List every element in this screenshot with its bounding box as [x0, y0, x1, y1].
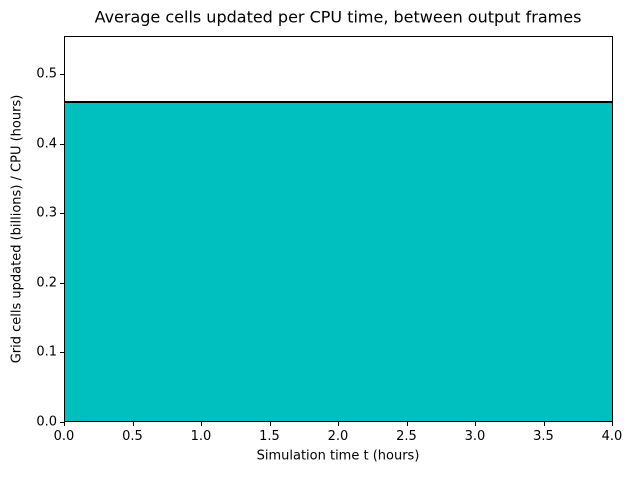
x-tick-mark [543, 422, 545, 426]
y-tick-mark [60, 74, 64, 76]
x-tick-label: 3.0 [464, 429, 486, 444]
x-tick-mark [612, 422, 613, 426]
x-tick-mark [269, 422, 271, 426]
y-tick-label: 0.1 [36, 344, 57, 360]
x-tick-label: 0.0 [53, 429, 75, 444]
y-tick-mark [60, 352, 64, 354]
y-tick-label: 0.0 [36, 414, 57, 430]
x-tick-label: 3.5 [533, 429, 554, 444]
x-tick-mark [338, 422, 339, 426]
x-tick-label: 2.5 [396, 429, 417, 444]
x-tick-label: 0.5 [122, 429, 143, 444]
x-tick-label: 1.5 [259, 429, 280, 444]
area-fill-series [65, 101, 612, 421]
y-axis-label: Grid cells updated (billions) / CPU (hou… [9, 94, 25, 364]
y-tick-label: 0.5 [36, 66, 57, 82]
x-tick-mark [201, 422, 202, 426]
plot-area [64, 36, 613, 422]
y-tick-label: 0.4 [36, 136, 57, 152]
y-tick-label: 0.3 [36, 205, 57, 221]
x-tick-label: 1.0 [190, 429, 212, 444]
x-tick-mark [64, 422, 65, 426]
y-tick-mark [60, 143, 64, 145]
x-tick-mark [406, 422, 408, 426]
x-axis-label: Simulation time t (hours) [256, 448, 420, 464]
y-tick-mark [60, 213, 64, 215]
y-tick-mark [60, 422, 64, 423]
x-tick-mark [132, 422, 134, 426]
y-tick-label: 0.2 [36, 275, 57, 291]
x-tick-label: 4.0 [601, 429, 623, 444]
chart-title: Average cells updated per CPU time, betw… [94, 7, 582, 27]
y-tick-mark [60, 282, 64, 284]
x-tick-label: 2.0 [327, 429, 349, 444]
x-tick-mark [475, 422, 476, 426]
